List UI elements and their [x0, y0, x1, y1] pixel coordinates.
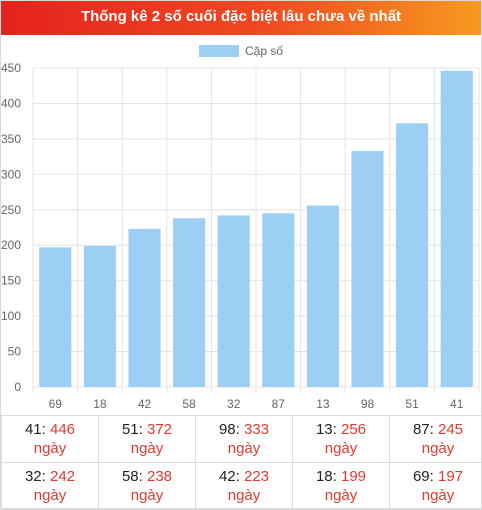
unit-label: ngày [293, 486, 389, 505]
unit-label: ngày [196, 486, 292, 505]
y-tick-label: 150 [1, 274, 21, 288]
pair-number: 69 [413, 468, 430, 485]
y-tick-label: 250 [1, 203, 21, 217]
separator: : [430, 421, 434, 438]
separator: : [333, 421, 337, 438]
day-count: 242 [50, 468, 75, 485]
day-count: 223 [244, 468, 269, 485]
x-tick-label: 58 [182, 397, 196, 411]
bar [39, 247, 71, 387]
pair-number: 18 [316, 468, 333, 485]
y-tick-label: 0 [14, 380, 21, 394]
x-tick-label: 42 [138, 397, 152, 411]
y-tick-label: 350 [1, 132, 21, 146]
bar [441, 71, 473, 387]
day-count: 333 [244, 421, 269, 438]
day-count: 372 [147, 421, 172, 438]
x-tick-label: 41 [450, 397, 464, 411]
separator: : [139, 468, 143, 485]
day-count: 197 [438, 468, 463, 485]
x-tick-label: 98 [361, 397, 375, 411]
day-count: 256 [341, 421, 366, 438]
bar [128, 229, 160, 387]
y-tick-label: 300 [1, 167, 21, 181]
x-tick-label: 32 [227, 397, 241, 411]
x-tick-label: 87 [272, 397, 286, 411]
separator: : [42, 468, 46, 485]
bar [173, 218, 205, 387]
pair-number: 51 [122, 421, 139, 438]
legend-label: Cặp số [245, 44, 283, 58]
unit-label: ngày [390, 439, 482, 458]
separator: : [430, 468, 434, 485]
pair-number: 87 [413, 421, 430, 438]
bar [396, 123, 428, 387]
pair-number: 41 [25, 421, 42, 438]
bar-chart: Cặp số 0 50 100 150 200 250 300 350 400 450 69 18 42 5… [1, 35, 481, 415]
unit-label: ngày [390, 486, 482, 505]
pair-number: 58 [122, 468, 139, 485]
legend-swatch [199, 45, 239, 57]
y-tick-label: 200 [1, 238, 21, 252]
unit-label: ngày [99, 439, 195, 458]
y-tick-label: 50 [8, 345, 22, 359]
unit-label: ngày [2, 439, 98, 458]
pair-number: 32 [25, 468, 42, 485]
x-tick-label: 51 [405, 397, 419, 411]
unit-label: ngày [196, 439, 292, 458]
y-tick-label: 100 [1, 309, 21, 323]
day-count: 446 [50, 421, 75, 438]
bar [307, 206, 339, 387]
day-count: 245 [438, 421, 463, 438]
day-count: 199 [341, 468, 366, 485]
bar [218, 215, 250, 387]
bar [84, 246, 116, 387]
separator: : [139, 421, 143, 438]
bar [262, 213, 294, 387]
pair-number: 13 [316, 421, 333, 438]
y-tick-label: 400 [1, 96, 21, 110]
page-title: Thống kê 2 số cuối đặc biệt lâu chưa về … [1, 1, 481, 35]
x-tick-label: 69 [49, 397, 63, 411]
unit-label: ngày [293, 439, 389, 458]
separator: : [236, 468, 240, 485]
pair-number: 98 [219, 421, 236, 438]
separator: : [236, 421, 240, 438]
x-tick-label: 13 [316, 397, 330, 411]
day-count: 238 [147, 468, 172, 485]
x-tick-label: 18 [93, 397, 107, 411]
pair-number: 42 [219, 468, 236, 485]
separator: : [333, 468, 337, 485]
bar [351, 151, 383, 387]
unit-label: ngày [99, 486, 195, 505]
y-tick-label: 450 [1, 61, 21, 75]
unit-label: ngày [2, 486, 98, 505]
separator: : [42, 421, 46, 438]
